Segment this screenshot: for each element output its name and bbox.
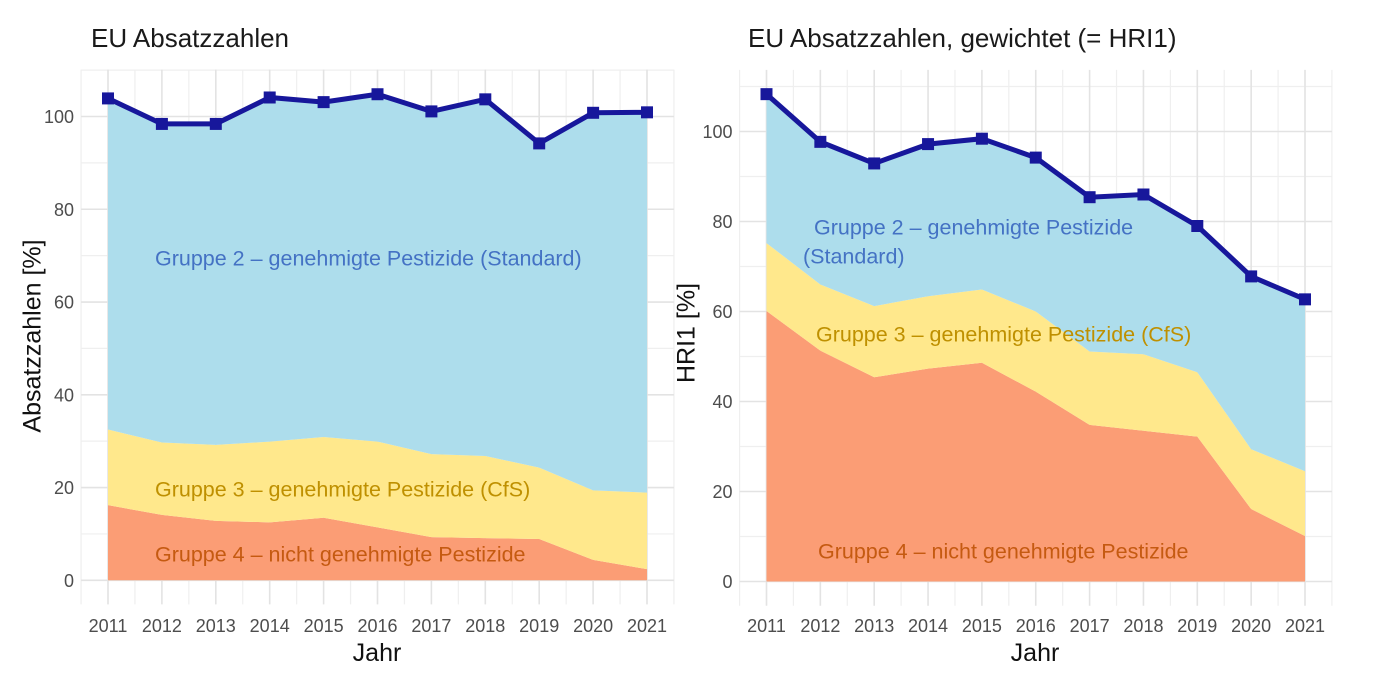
x-tick-label: 2019 (519, 616, 559, 636)
marker-2017 (1083, 191, 1096, 204)
y-tick-label: 60 (713, 302, 733, 322)
x-tick-label: 2020 (573, 616, 613, 636)
marker-2014 (922, 138, 935, 151)
x-tick-label: 2012 (800, 616, 840, 636)
marker-2013 (209, 117, 222, 130)
marker-2020 (587, 106, 600, 119)
right-y-axis-title: HRI1 [%] (672, 282, 701, 384)
y-tick-label: 40 (54, 385, 74, 405)
area-series-1 (108, 429, 647, 570)
x-tick-label: 2017 (411, 616, 451, 636)
x-tick-label: 2011 (89, 616, 128, 636)
tick-labels: 0 20 40 60 80 100 2011 2012 2013 2014 2015 2016 2017… (44, 107, 667, 636)
tick-labels: 0 20 40 60 80 100 2011 2012 2013 2014 2015 2016 2017… (703, 122, 1325, 636)
marker-2016 (371, 88, 384, 101)
x-tick-label: 2011 (747, 616, 786, 636)
marker-2017 (425, 105, 438, 118)
left-y-axis-title: Absatzzahlen [%] (18, 239, 47, 433)
marker-2021 (641, 106, 653, 119)
x-tick-label: 2016 (1016, 616, 1056, 636)
marker-2018 (1137, 188, 1150, 201)
y-tick-label: 80 (54, 200, 74, 220)
left-annotation-gruppe4: Gruppe 4 – nicht genehmigte Pestizide (155, 542, 526, 567)
chart-0: 0 20 40 60 80 100 2011 2012 2013 2014 2015 2016 2017… (44, 69, 675, 636)
x-tick-label: 2020 (1231, 616, 1271, 636)
right-x-axis-title: Jahr (1010, 639, 1060, 667)
x-tick-label: 2015 (962, 616, 1002, 636)
area-series-1 (766, 243, 1305, 537)
y-tick-label: 100 (703, 122, 733, 142)
left-chart-title: EU Absatzzahlen (91, 23, 290, 53)
marker-2016 (1029, 151, 1042, 164)
left-x-axis-title: Jahr (352, 639, 402, 667)
marker-2018 (479, 93, 492, 106)
y-tick-label: 40 (713, 392, 733, 412)
area-series-2 (108, 94, 647, 493)
x-tick-label: 2018 (465, 616, 505, 636)
right-annotation-gruppe3: Gruppe 3 – genehmigte Pestizide (CfS) (816, 322, 1192, 347)
x-tick-label: 2012 (142, 616, 182, 636)
x-tick-label: 2014 (908, 616, 948, 636)
y-tick-label: 0 (64, 571, 74, 591)
y-tick-label: 20 (713, 482, 733, 502)
x-tick-label: 2014 (250, 616, 290, 636)
marker-2011 (760, 88, 773, 101)
marker-2012 (155, 117, 168, 130)
marker-2012 (814, 135, 827, 148)
y-tick-label: 20 (54, 478, 74, 498)
x-tick-label: 2016 (357, 616, 397, 636)
area-series-0 (766, 311, 1305, 582)
marker-2014 (263, 91, 276, 104)
chart-1: 0 20 40 60 80 100 2011 2012 2013 2014 2015 2016 2017… (703, 69, 1333, 636)
y-tick-label: 100 (44, 107, 74, 127)
marker-2011 (102, 92, 114, 105)
x-tick-label: 2021 (627, 616, 667, 636)
marker-2021 (1299, 293, 1311, 306)
x-tick-label: 2013 (854, 616, 894, 636)
right-chart-title: EU Absatzzahlen, gewichtet (= HRI1) (748, 23, 1177, 53)
y-tick-label: 60 (54, 293, 74, 313)
right-annotation-gruppe2-line2: (Standard) (803, 244, 905, 269)
x-tick-label: 2015 (304, 616, 344, 636)
x-tick-label: 2018 (1123, 616, 1163, 636)
x-tick-label: 2021 (1285, 616, 1325, 636)
marker-2019 (533, 137, 546, 150)
left-annotation-gruppe3: Gruppe 3 – genehmigte Pestizide (CfS) (155, 477, 531, 502)
area-series-0 (108, 505, 647, 581)
marker-2019 (1191, 220, 1204, 232)
marker-2015 (975, 132, 988, 145)
marker-2020 (1245, 270, 1258, 283)
right-annotation-gruppe2-line1: Gruppe 2 – genehmigte Pestizide (814, 215, 1134, 240)
left-annotation-gruppe2: Gruppe 2 – genehmigte Pestizide (Standar… (155, 246, 582, 271)
y-tick-label: 80 (713, 212, 733, 232)
marker-2013 (868, 157, 881, 170)
y-tick-label: 0 (723, 572, 733, 592)
marker-2015 (317, 96, 330, 109)
area-series-2 (766, 94, 1305, 472)
x-tick-label: 2013 (196, 616, 236, 636)
right-annotation-gruppe4: Gruppe 4 – nicht genehmigte Pestizide (818, 539, 1189, 564)
x-tick-label: 2019 (1177, 616, 1217, 636)
x-tick-label: 2017 (1070, 616, 1110, 636)
